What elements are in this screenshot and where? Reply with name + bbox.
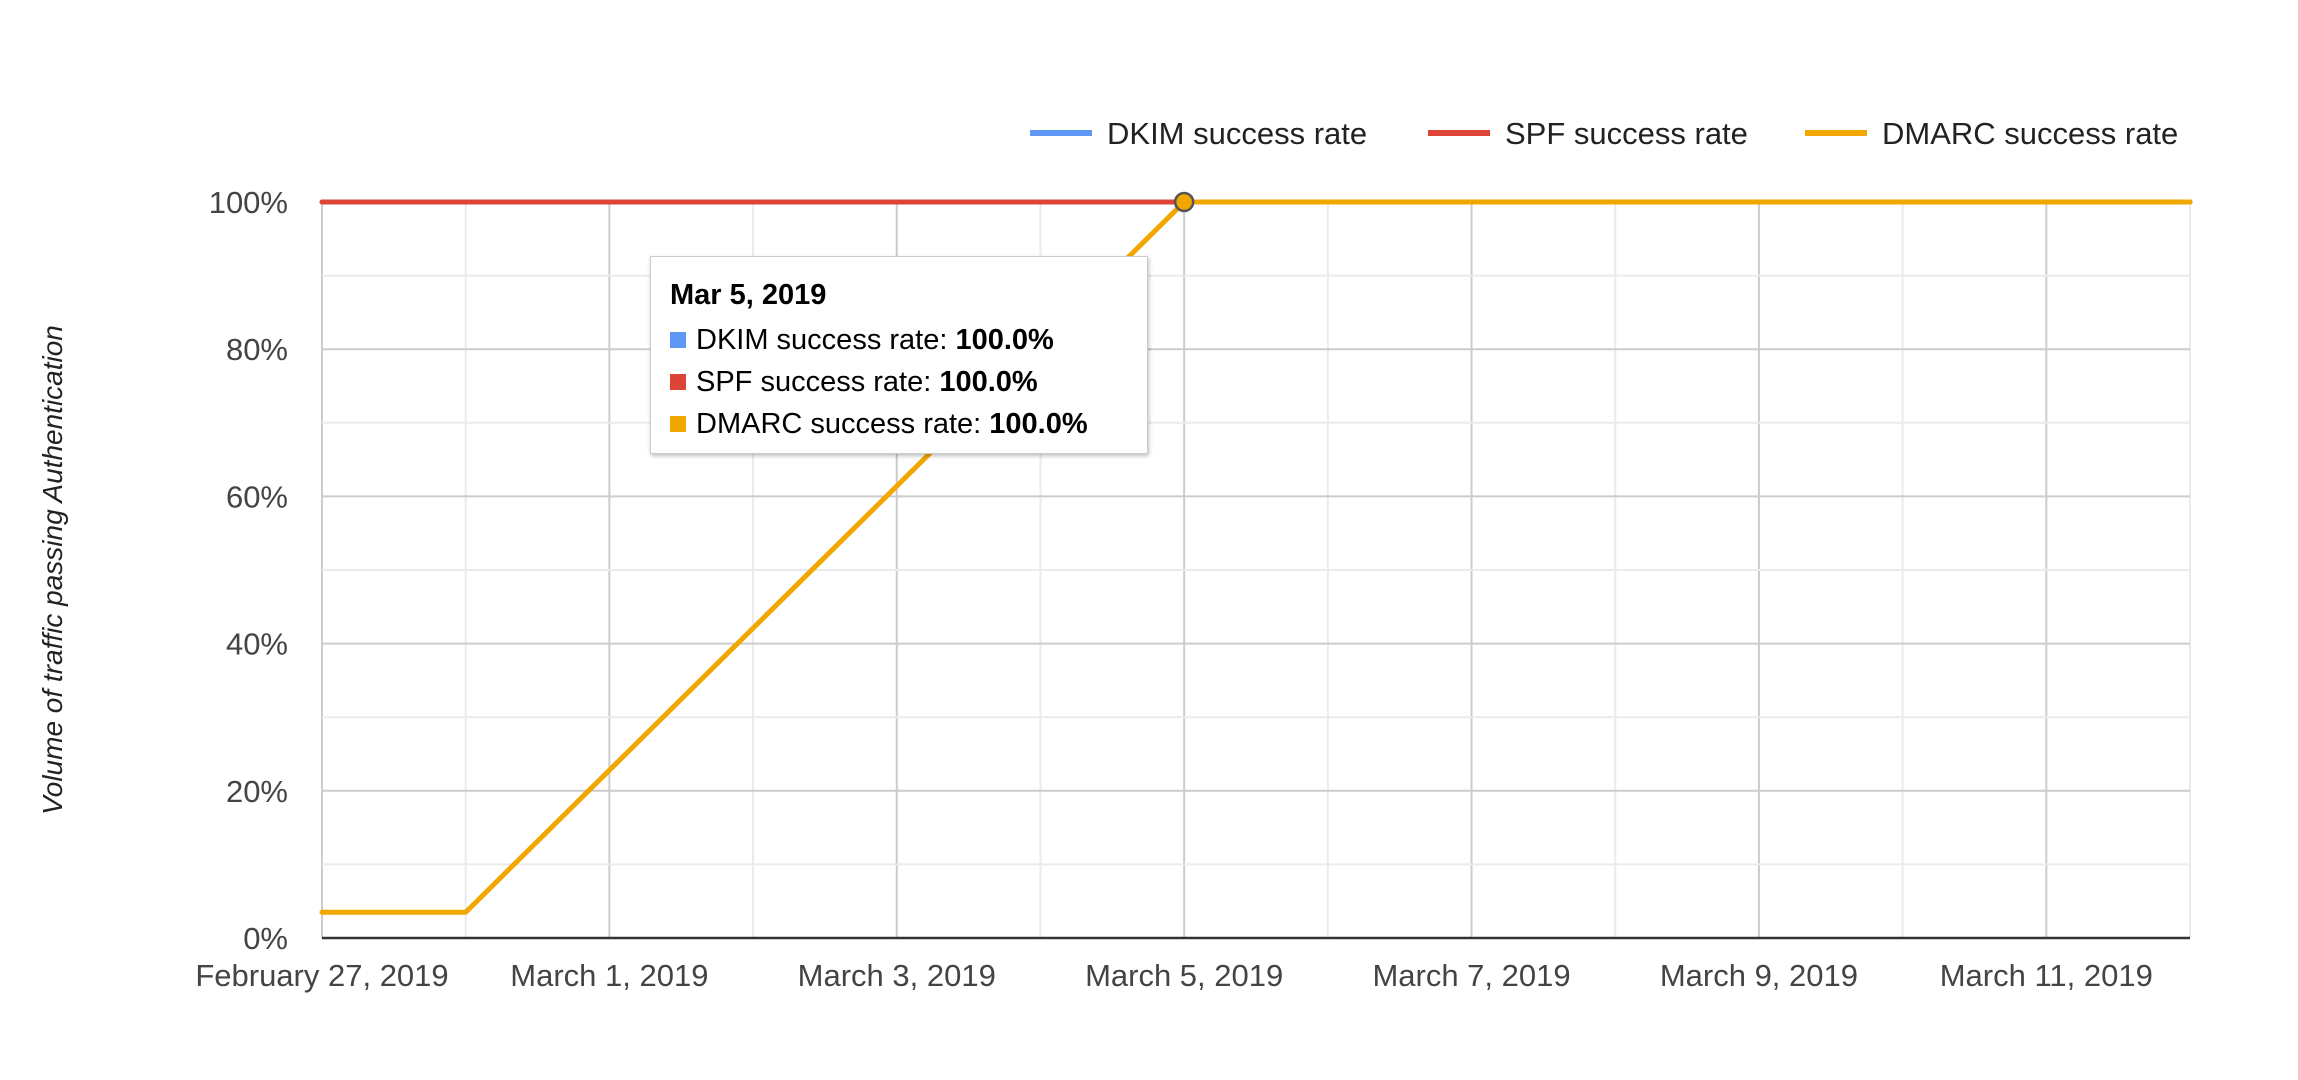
legend-label-spf: SPF success rate [1505, 116, 1748, 151]
tooltip: Mar 5, 2019 DKIM success rate: 100.0% SP… [650, 256, 1148, 454]
y-tick-label: 100% [209, 185, 288, 220]
tooltip-value-dkim: 100.0% [955, 324, 1054, 356]
legend-label-dkim: DKIM success rate [1107, 116, 1367, 151]
y-tick-label: 20% [226, 774, 288, 809]
x-tick-label: February 27, 2019 [195, 958, 448, 993]
highlighted-point[interactable] [1173, 191, 1195, 213]
axes: 0% 20% 40% 60% 80% 100% February 27, 2019 March… [195, 185, 2190, 993]
y-tick-label: 0% [243, 921, 288, 956]
y-axis-title: Volume of traffic passing Authentication [37, 325, 68, 815]
dmarc-swatch-icon [670, 416, 686, 432]
x-tick-label: March 7, 2019 [1372, 958, 1570, 993]
x-tick-label: March 1, 2019 [510, 958, 708, 993]
tooltip-title: Mar 5, 2019 [670, 279, 827, 311]
tooltip-row-dkim: DKIM success rate: 100.0% [670, 319, 1128, 361]
legend: DKIM success rate SPF success rate DMARC s… [1030, 116, 2178, 151]
series-line-dmarc [319, 199, 2193, 915]
tooltip-label-spf: SPF success rate: [696, 366, 940, 398]
x-tick-label: March 5, 2019 [1085, 958, 1283, 993]
y-tick-label: 40% [226, 627, 288, 662]
tooltip-label-dkim: DKIM success rate: [696, 324, 956, 356]
dkim-swatch-icon [670, 332, 686, 348]
y-tick-label: 60% [226, 479, 288, 514]
legend-label-dmarc: DMARC success rate [1882, 116, 2178, 151]
spf-swatch-icon [670, 374, 686, 390]
gridlines [321, 201, 2191, 939]
tooltip-row-spf: SPF success rate: 100.0% [670, 361, 1128, 403]
x-tick-label: March 11, 2019 [1940, 958, 2153, 993]
x-tick-label: March 9, 2019 [1660, 958, 1858, 993]
y-tick-label: 80% [226, 332, 288, 367]
tooltip-value-dmarc: 100.0% [989, 408, 1088, 440]
x-tick-label: March 3, 2019 [798, 958, 996, 993]
tooltip-value-spf: 100.0% [939, 366, 1038, 398]
tooltip-label-dmarc: DMARC success rate: [696, 408, 990, 440]
series-lines [319, 191, 2193, 915]
tooltip-row-dmarc: DMARC success rate: 100.0% [670, 403, 1128, 445]
